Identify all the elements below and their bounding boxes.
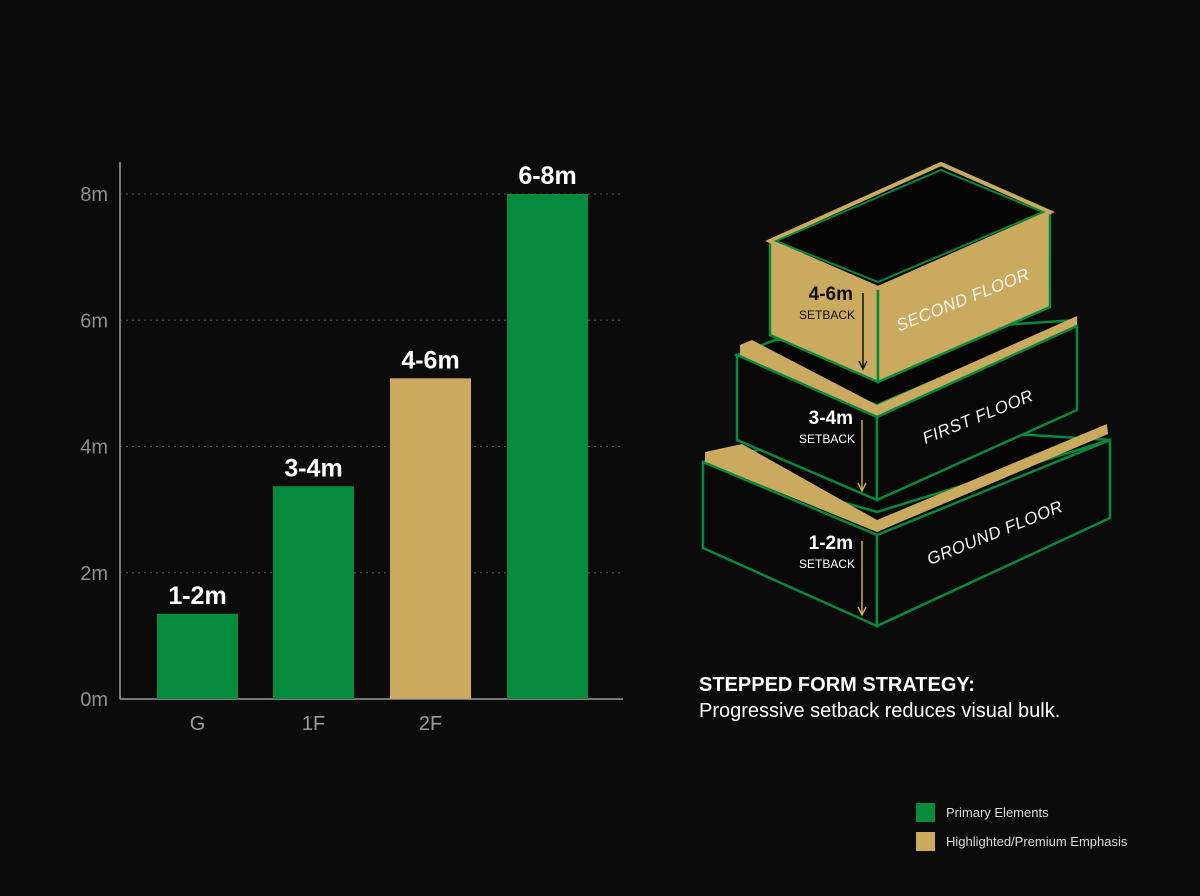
ground-floor-slab (705, 424, 1108, 532)
ground-floor-right-face (875, 438, 1112, 628)
stepped-building-diagram: SECOND FLOOR FIRST FLOOR GROUND FLOOR 4-… (701, 161, 1112, 628)
setback-arrow-icon (858, 293, 868, 371)
y-tick-label: 0m (80, 689, 108, 711)
bar-value-label: 1-2m (168, 582, 226, 610)
legend-item-highlight: Highlighted/Premium Emphasis (916, 827, 1127, 856)
setback-arrow-icon (857, 420, 867, 493)
legend-swatch-highlight (916, 832, 935, 851)
setback-value-ground: 1-2m (809, 533, 853, 554)
setback-label-ground: SETBACK (799, 557, 855, 571)
y-tick-label: 4m (80, 437, 108, 459)
setback-label-second: SETBACK (799, 308, 855, 322)
legend-item-primary: Primary Elements (916, 798, 1127, 827)
y-tick-label: 2m (80, 563, 108, 585)
y-tick-label: 8m (80, 184, 108, 206)
first-floor-right-face (875, 324, 1079, 502)
caption-text: Progressive setback reduces visual bulk. (699, 700, 1061, 722)
caption: STEPPED FORM STRATEGY: Progressive setba… (699, 672, 1060, 724)
x-tick-label: 2F (419, 713, 442, 735)
setback-label-first: SETBACK (799, 432, 855, 446)
setback-value-first: 3-4m (809, 408, 853, 429)
bar (390, 378, 471, 699)
bar-value-label: 4-6m (401, 346, 459, 374)
setback-value-second: 4-6m (809, 284, 853, 305)
setback-arrow-icon (857, 541, 867, 617)
bar (507, 194, 588, 699)
caption-title: STEPPED FORM STRATEGY: (699, 674, 975, 696)
y-tick-label: 6m (80, 310, 108, 332)
legend-swatch-primary (916, 803, 935, 822)
bar (273, 486, 354, 699)
bar-value-label: 6-8m (518, 162, 576, 190)
bar (157, 613, 238, 699)
legend-label-primary: Primary Elements (946, 805, 1049, 820)
bar-value-label: 3-4m (284, 454, 342, 482)
second-floor-top (765, 161, 1055, 291)
x-tick-label: G (190, 713, 206, 735)
x-tick-label: 1F (302, 713, 325, 735)
legend: Primary Elements Highlighted/Premium Emp… (916, 798, 1127, 856)
legend-label-highlight: Highlighted/Premium Emphasis (946, 834, 1128, 849)
